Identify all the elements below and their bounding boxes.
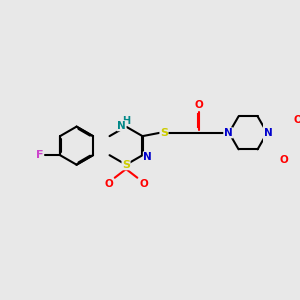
Text: O: O: [293, 115, 300, 125]
Text: S: S: [160, 128, 168, 138]
Text: N: N: [117, 121, 126, 131]
Text: O: O: [139, 179, 148, 189]
Text: N: N: [143, 152, 152, 162]
Text: S: S: [122, 160, 130, 170]
Text: F: F: [36, 150, 43, 160]
Text: N: N: [264, 128, 272, 138]
Text: N: N: [224, 128, 233, 138]
Text: H: H: [122, 116, 130, 125]
Text: O: O: [279, 155, 288, 165]
Text: O: O: [194, 100, 203, 110]
Text: O: O: [104, 179, 113, 189]
